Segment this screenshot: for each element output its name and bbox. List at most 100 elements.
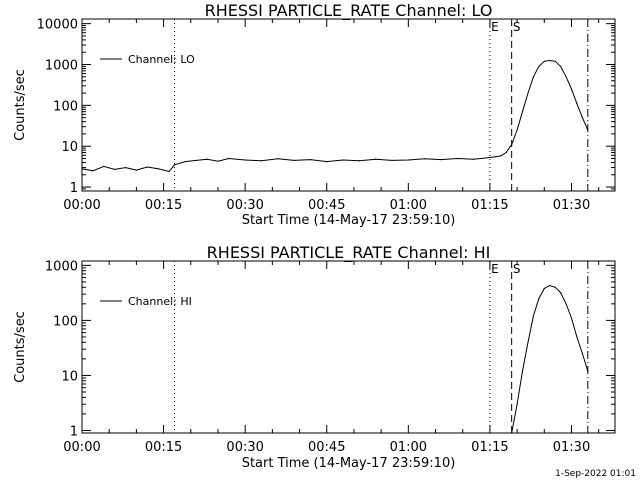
data-point xyxy=(217,160,219,162)
data-point xyxy=(358,160,360,162)
data-point xyxy=(342,159,344,161)
y-axis-label: Counts/sec xyxy=(13,311,28,383)
data-point xyxy=(554,286,556,288)
data-point xyxy=(277,158,279,160)
data-point xyxy=(184,160,186,163)
marker-label-e: E xyxy=(491,20,499,34)
data-point xyxy=(560,291,562,294)
data-point xyxy=(407,159,409,161)
chart-title: RHESSI PARTICLE_RATE Channel: HI xyxy=(207,243,491,263)
x-axis-label: Start Time (14-May-17 23:59:10) xyxy=(242,213,456,228)
data-point xyxy=(521,111,524,113)
data-point xyxy=(500,155,502,157)
series-line xyxy=(511,284,589,434)
x-tick-label: 00:00 xyxy=(63,440,100,455)
y-tick-label: 1 xyxy=(70,181,78,196)
panel-lo xyxy=(81,18,616,192)
y-tick-label: 100 xyxy=(53,99,78,114)
data-point xyxy=(576,336,578,338)
data-point xyxy=(516,403,518,405)
x-tick-label: 00:45 xyxy=(308,198,345,213)
y-tick-label: 1 xyxy=(70,424,78,439)
x-tick-label: 00:45 xyxy=(308,440,345,455)
data-point xyxy=(538,65,540,67)
data-point xyxy=(135,169,137,171)
data-point xyxy=(527,92,529,94)
data-point xyxy=(538,297,540,300)
y-tick-label: 10000 xyxy=(37,18,78,33)
x-tick-label: 01:15 xyxy=(471,440,508,455)
marker-label-s: S xyxy=(513,20,521,34)
data-point xyxy=(173,164,176,166)
data-point xyxy=(521,370,524,372)
data-point xyxy=(81,168,83,170)
x-tick-label: 00:15 xyxy=(145,440,182,455)
data-point xyxy=(511,143,513,146)
data-point xyxy=(424,158,426,160)
chart-title: RHESSI PARTICLE_RATE Channel: LO xyxy=(205,1,493,21)
data-point xyxy=(505,151,507,154)
y-tick-label: 1000 xyxy=(45,259,78,274)
x-axis-label: Start Time (14-May-17 23:59:10) xyxy=(242,456,456,471)
panel-hi xyxy=(81,260,616,434)
marker-label-e: E xyxy=(491,262,499,276)
data-point xyxy=(560,65,562,67)
y-tick-label: 100 xyxy=(53,314,78,329)
x-tick-label: 00:15 xyxy=(145,198,182,213)
data-point xyxy=(581,352,583,355)
legend-label: Channel: LO xyxy=(128,53,195,66)
data-point xyxy=(326,160,328,163)
data-point xyxy=(375,158,377,160)
legend-label: Channel: HI xyxy=(128,295,192,308)
y-tick-label: 10 xyxy=(61,369,78,384)
data-point xyxy=(576,103,578,105)
data-point xyxy=(554,60,556,62)
data-point xyxy=(146,166,148,168)
data-point xyxy=(549,284,551,287)
data-point xyxy=(570,88,573,90)
data-point xyxy=(511,432,513,434)
data-point xyxy=(440,158,442,161)
marker-label-s: S xyxy=(513,262,521,276)
x-tick-label: 01:15 xyxy=(471,198,508,213)
x-tick-label: 00:30 xyxy=(226,198,263,213)
data-point xyxy=(565,76,567,78)
data-point xyxy=(587,370,589,372)
x-tick-label: 00:30 xyxy=(226,440,263,455)
data-point xyxy=(206,158,208,160)
footer-date: 1-Sep-2022 01:01 xyxy=(555,469,636,479)
data-point xyxy=(157,168,159,170)
data-point xyxy=(244,159,246,161)
data-point xyxy=(456,157,458,160)
data-point xyxy=(103,165,105,168)
data-point xyxy=(532,315,535,317)
data-point xyxy=(195,159,197,161)
data-point xyxy=(587,129,589,131)
data-point xyxy=(494,156,496,158)
data-point xyxy=(532,76,535,78)
x-tick-label: 00:00 xyxy=(63,198,100,213)
data-point xyxy=(309,158,312,161)
plot-frame xyxy=(81,260,616,434)
data-point xyxy=(92,170,94,172)
x-tick-label: 01:00 xyxy=(390,440,427,455)
data-point xyxy=(124,166,127,169)
data-point xyxy=(260,160,263,162)
data-point xyxy=(516,129,518,131)
data-point xyxy=(489,156,491,159)
data-point xyxy=(293,159,295,161)
plot-frame xyxy=(81,18,616,192)
data-point xyxy=(543,60,545,62)
x-tick-label: 01:00 xyxy=(390,198,427,213)
data-point xyxy=(565,303,567,305)
x-tick-label: 01:30 xyxy=(553,198,590,213)
data-point xyxy=(168,170,170,173)
data-point xyxy=(570,317,573,319)
data-point xyxy=(543,287,545,290)
x-tick-label: 01:30 xyxy=(553,440,590,455)
data-point xyxy=(391,159,393,161)
y-tick-label: 1000 xyxy=(45,59,78,74)
data-point xyxy=(527,341,529,343)
data-point xyxy=(581,117,583,119)
